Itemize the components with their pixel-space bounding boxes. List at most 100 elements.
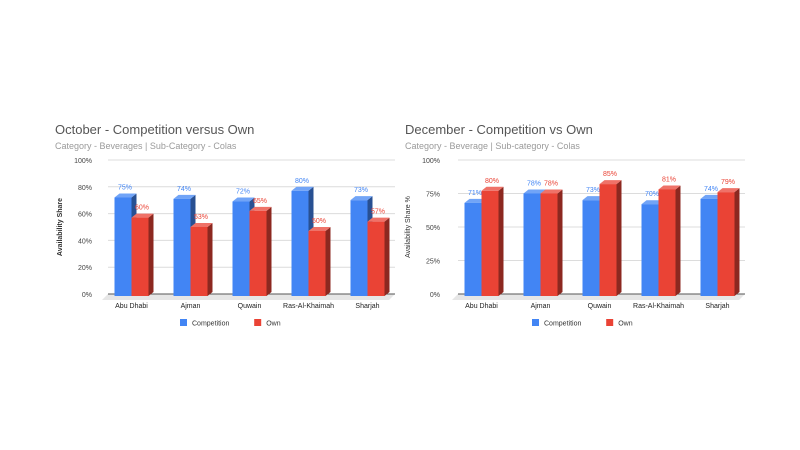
y-tick-label: 25% (426, 259, 440, 266)
chart-subtitle-december: Category - Beverage | Sub-category - Col… (405, 141, 580, 151)
x-category-label: Quwain (238, 303, 262, 310)
x-category-label: Sharjah (355, 303, 379, 310)
data-label-competition: 80% (295, 178, 309, 185)
bar-top-own (481, 186, 504, 191)
data-label-own: 79% (721, 179, 735, 186)
bar-own (658, 189, 676, 296)
bar-own (367, 221, 385, 296)
bar-top-competition (464, 198, 487, 203)
bar-top-competition (700, 194, 723, 199)
y-tick-label: 80% (78, 185, 92, 192)
y-tick-label: 50% (426, 225, 440, 232)
bar-top-competition (523, 189, 546, 194)
y-tick-label: 0% (430, 292, 440, 299)
bar-top-competition (291, 186, 314, 191)
y-tick-label: 75% (426, 192, 440, 199)
legend-label-competition: Competition (544, 321, 581, 328)
data-label-competition: 72% (236, 189, 250, 196)
x-category-label: Abu Dhabi (465, 303, 498, 310)
y-tick-label: 40% (78, 238, 92, 245)
data-label-competition: 73% (586, 187, 600, 194)
legend-swatch-own (254, 319, 262, 326)
bar-competition (700, 198, 718, 296)
legend-swatch-own (606, 319, 614, 326)
y-tick-label: 60% (78, 212, 92, 219)
bar-competition (464, 202, 482, 296)
bar-own (717, 192, 735, 296)
bar-competition (173, 198, 191, 296)
bar-side-own (266, 206, 272, 296)
bar-side-own (325, 227, 331, 296)
bar-top-own (658, 185, 681, 190)
data-label-own: 50% (312, 218, 326, 225)
legend-label-own: Own (266, 321, 281, 328)
bar-competition (350, 200, 368, 296)
bar-top-competition (350, 196, 373, 201)
bar-top-own (249, 206, 272, 211)
bar-competition (232, 201, 250, 296)
x-category-label: Sharjah (705, 303, 729, 310)
bar-top-own (131, 213, 154, 218)
bar-side-own (498, 186, 504, 296)
x-category-label: Ras-Al-Khaimah (283, 303, 334, 310)
bar-own (249, 210, 267, 296)
data-label-competition: 74% (704, 186, 718, 193)
bar-side-own (734, 188, 740, 296)
x-category-label: Abu Dhabi (115, 303, 148, 310)
x-category-label: Ras-Al-Khaimah (633, 303, 684, 310)
bar-top-own (308, 227, 331, 231)
chart-subtitle-october: Category - Beverages | Sub-Category - Co… (55, 141, 237, 151)
chart-title-december: December - Competition vs Own (405, 122, 593, 137)
y-tick-label: 0% (82, 292, 92, 299)
data-label-own: 80% (485, 178, 499, 185)
bar-competition (641, 204, 659, 296)
data-label-own: 81% (662, 176, 676, 183)
bar-top-competition (173, 194, 196, 199)
bar-own (308, 231, 326, 296)
legend-swatch-competition (180, 319, 187, 326)
data-label-own: 85% (603, 171, 617, 178)
legend-label-competition: Competition (192, 321, 229, 328)
bar-top-competition (114, 193, 137, 198)
y-tick-label: 100% (74, 158, 92, 165)
data-label-competition: 71% (468, 190, 482, 197)
bar-competition (582, 200, 600, 296)
data-label-competition: 78% (527, 180, 541, 187)
data-label-own: 65% (253, 198, 267, 205)
data-label-competition: 74% (177, 186, 191, 193)
y-tick-label: 20% (78, 265, 92, 272)
bar-own (131, 217, 149, 296)
y-tick-label: 100% (422, 158, 440, 165)
data-label-competition: 73% (354, 187, 368, 194)
bar-own (599, 184, 617, 296)
bar-side-own (616, 180, 622, 296)
data-label-own: 57% (371, 209, 385, 216)
bar-top-own (717, 188, 740, 193)
legend-swatch-competition (532, 319, 539, 326)
bar-top-own (367, 217, 390, 222)
bar-competition (523, 193, 541, 296)
x-category-label: Ajman (181, 303, 201, 310)
x-category-label: Ajman (531, 303, 551, 310)
y-axis-label: Availability Share (57, 198, 64, 256)
data-label-competition: 75% (118, 185, 132, 192)
bar-side-own (557, 189, 563, 296)
x-category-label: Quwain (588, 303, 612, 310)
bar-side-own (148, 213, 154, 296)
bar-side-own (384, 217, 390, 296)
bar-competition (291, 190, 309, 296)
data-label-own: 60% (135, 205, 149, 212)
chart-title-october: October - Competition versus Own (55, 122, 255, 137)
bar-top-own (190, 222, 213, 227)
bar-own (481, 190, 499, 296)
y-axis-label: Availability Share % (405, 196, 412, 258)
data-label-competition: 70% (645, 191, 659, 198)
data-label-own: 53% (194, 214, 208, 221)
bar-own (540, 193, 558, 296)
bar-side-own (207, 222, 213, 296)
bar-top-competition (582, 196, 605, 201)
bar-side-own (675, 185, 681, 296)
bar-top-competition (641, 200, 664, 205)
bar-top-own (599, 180, 622, 185)
